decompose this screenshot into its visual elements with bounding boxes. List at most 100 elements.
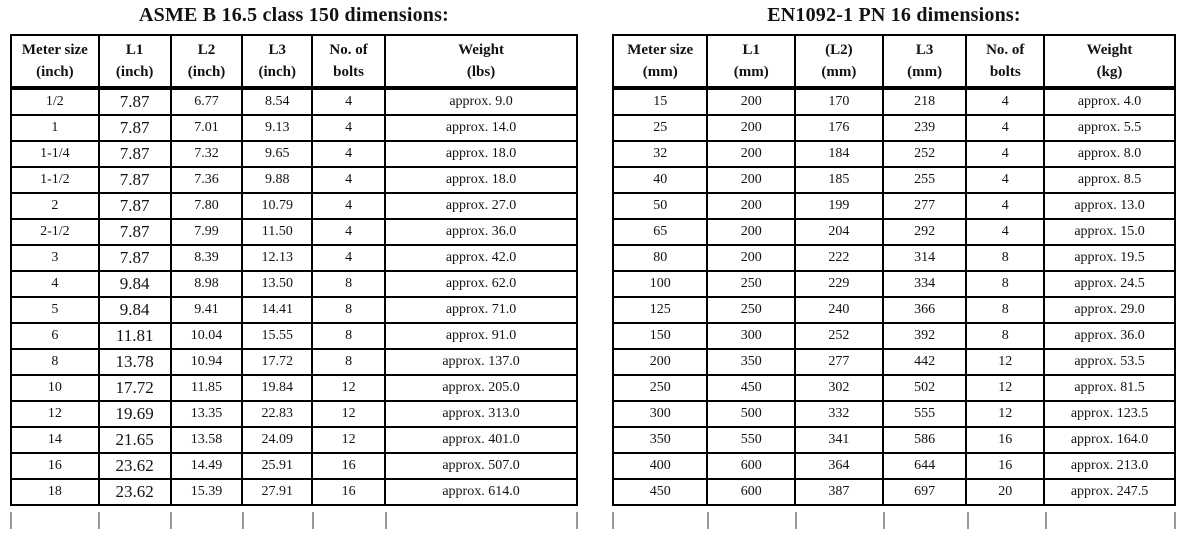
table-cell: 13.35 bbox=[169, 400, 244, 428]
table-row: 2-1/2 7.87 7.99 11.50 4 approx. 36.0 bbox=[10, 218, 578, 246]
table-cell: 8 bbox=[311, 348, 387, 376]
table-cell: 302 bbox=[794, 374, 884, 402]
table-cell: 387 bbox=[794, 478, 884, 506]
table-cell: 8 bbox=[965, 296, 1046, 324]
table-cell: 2-1/2 bbox=[10, 218, 100, 246]
table-cell: 334 bbox=[881, 270, 968, 298]
table-row: 10 17.72 11.85 19.84 12 approx. 205.0 bbox=[10, 374, 578, 402]
table-cell: 25.91 bbox=[241, 452, 314, 480]
table-cell: 16 bbox=[10, 452, 100, 480]
table-row: 16 23.62 14.49 25.91 16 approx. 507.0 bbox=[10, 452, 578, 480]
table-cell: 350 bbox=[706, 348, 797, 376]
table-cell: 314 bbox=[881, 244, 968, 272]
table-cell: 19.69 bbox=[97, 400, 172, 428]
table-cell: approx. 14.0 bbox=[384, 114, 578, 142]
table-cell: 40 bbox=[611, 166, 709, 194]
table-cell: 12 bbox=[965, 348, 1046, 376]
asme-table-title: ASME B 16.5 class 150 dimensions: bbox=[139, 4, 449, 26]
table-cell: 292 bbox=[881, 218, 968, 246]
table-cell: 255 bbox=[881, 166, 968, 194]
table-cell: 600 bbox=[706, 452, 797, 480]
table-cell: 1 bbox=[10, 114, 100, 142]
table-cell: 10.04 bbox=[169, 322, 244, 350]
table-cell: 12 bbox=[965, 374, 1046, 402]
table-cell: 555 bbox=[881, 400, 968, 428]
table-cell: approx. 62.0 bbox=[384, 270, 578, 298]
table-cell: 125 bbox=[611, 296, 709, 324]
table-cell: approx. 19.5 bbox=[1043, 244, 1176, 272]
table-cell: 9.13 bbox=[241, 114, 314, 142]
table-cell: 170 bbox=[794, 87, 884, 116]
table-cell: 4 bbox=[311, 166, 387, 194]
table-cell: 199 bbox=[794, 192, 884, 220]
table-cell: 600 bbox=[706, 478, 797, 506]
table-cell: 14.49 bbox=[169, 452, 244, 480]
table-cell: 16 bbox=[965, 426, 1046, 454]
table-row: 40 200 185 255 4 approx. 8.5 bbox=[611, 166, 1176, 194]
table-cell: 644 bbox=[881, 452, 968, 480]
table-cell: 8 bbox=[311, 322, 387, 350]
table-cell: 8 bbox=[311, 296, 387, 324]
table-cell: 250 bbox=[706, 296, 797, 324]
table-row: 18 23.62 15.39 27.91 16 approx. 614.0 bbox=[10, 478, 578, 506]
table-row: 5 9.84 9.41 14.41 8 approx. 71.0 bbox=[10, 296, 578, 324]
table-row: 350 550 341 586 16 approx. 164.0 bbox=[611, 426, 1176, 454]
table-cell: 7.87 bbox=[97, 218, 172, 246]
cropped-next-row-line bbox=[385, 512, 578, 529]
table-cell: 200 bbox=[706, 166, 797, 194]
table-row: 1 7.87 7.01 9.13 4 approx. 14.0 bbox=[10, 114, 578, 142]
table-cell: 100 bbox=[611, 270, 709, 298]
table-cell: approx. 18.0 bbox=[384, 140, 578, 168]
table-cell: approx. 24.5 bbox=[1043, 270, 1176, 298]
table-cell: 150 bbox=[611, 322, 709, 350]
table-cell: 4 bbox=[965, 192, 1046, 220]
table-cell: approx. 4.0 bbox=[1043, 87, 1176, 116]
table-row: 6 11.81 10.04 15.55 8 approx. 91.0 bbox=[10, 322, 578, 350]
table-cell: approx. 123.5 bbox=[1043, 400, 1176, 428]
en1092-pn16-table-section: EN1092-1 PN 16 dimensions: Meter size (mm… bbox=[611, 4, 1176, 529]
table-cell: 24.09 bbox=[241, 426, 314, 454]
table-cell: 4 bbox=[965, 140, 1046, 168]
cropped-next-row-line bbox=[10, 512, 98, 529]
table-cell: approx. 164.0 bbox=[1043, 426, 1176, 454]
table-cell: 16 bbox=[311, 452, 387, 480]
table-cell: 12 bbox=[965, 400, 1046, 428]
column-header: No. of bolts bbox=[311, 34, 387, 90]
table-cell: 15.39 bbox=[169, 478, 244, 506]
table-cell: 17.72 bbox=[241, 348, 314, 376]
table-cell: 502 bbox=[881, 374, 968, 402]
table-cell: 400 bbox=[611, 452, 709, 480]
table-row: 8 13.78 10.94 17.72 8 approx. 137.0 bbox=[10, 348, 578, 376]
cropped-next-row-line bbox=[1044, 512, 1176, 529]
table-cell: 8 bbox=[965, 244, 1046, 272]
table-cell: 7.87 bbox=[97, 244, 172, 272]
table-cell: 200 bbox=[706, 192, 797, 220]
table-cell: 252 bbox=[794, 322, 884, 350]
table-row: 1/2 7.87 6.77 8.54 4 approx. 9.0 bbox=[10, 87, 578, 116]
table-cell: 14.41 bbox=[241, 296, 314, 324]
table-cell: 12.13 bbox=[241, 244, 314, 272]
table-cell: 252 bbox=[881, 140, 968, 168]
table-cell: 250 bbox=[611, 374, 709, 402]
table-cell: 4 bbox=[311, 87, 387, 116]
column-header: Meter size (mm) bbox=[611, 34, 709, 90]
cropped-next-row-line bbox=[706, 512, 795, 529]
column-header: L3 (inch) bbox=[241, 34, 314, 90]
table-cell: approx. 36.0 bbox=[1043, 322, 1176, 350]
table-cell: 7.80 bbox=[169, 192, 244, 220]
table-cell: 7.32 bbox=[169, 140, 244, 168]
table-cell: 450 bbox=[706, 374, 797, 402]
table-cell: 4 bbox=[965, 166, 1046, 194]
table-cell: 4 bbox=[10, 270, 100, 298]
table-cell: 364 bbox=[794, 452, 884, 480]
table-cell: 4 bbox=[311, 192, 387, 220]
column-header: No. of bolts bbox=[965, 34, 1046, 90]
table-cell: 5 bbox=[10, 296, 100, 324]
table-cell: 4 bbox=[311, 244, 387, 272]
table-cell: 8.98 bbox=[169, 270, 244, 298]
table-cell: 32 bbox=[611, 140, 709, 168]
table-cell: 16 bbox=[965, 452, 1046, 480]
table-cell: 450 bbox=[611, 478, 709, 506]
table-cell: 16 bbox=[311, 478, 387, 506]
header-row: Meter size (mm) L1 (mm) (L2) (mm) L3 (mm) No. of… bbox=[611, 34, 1176, 90]
